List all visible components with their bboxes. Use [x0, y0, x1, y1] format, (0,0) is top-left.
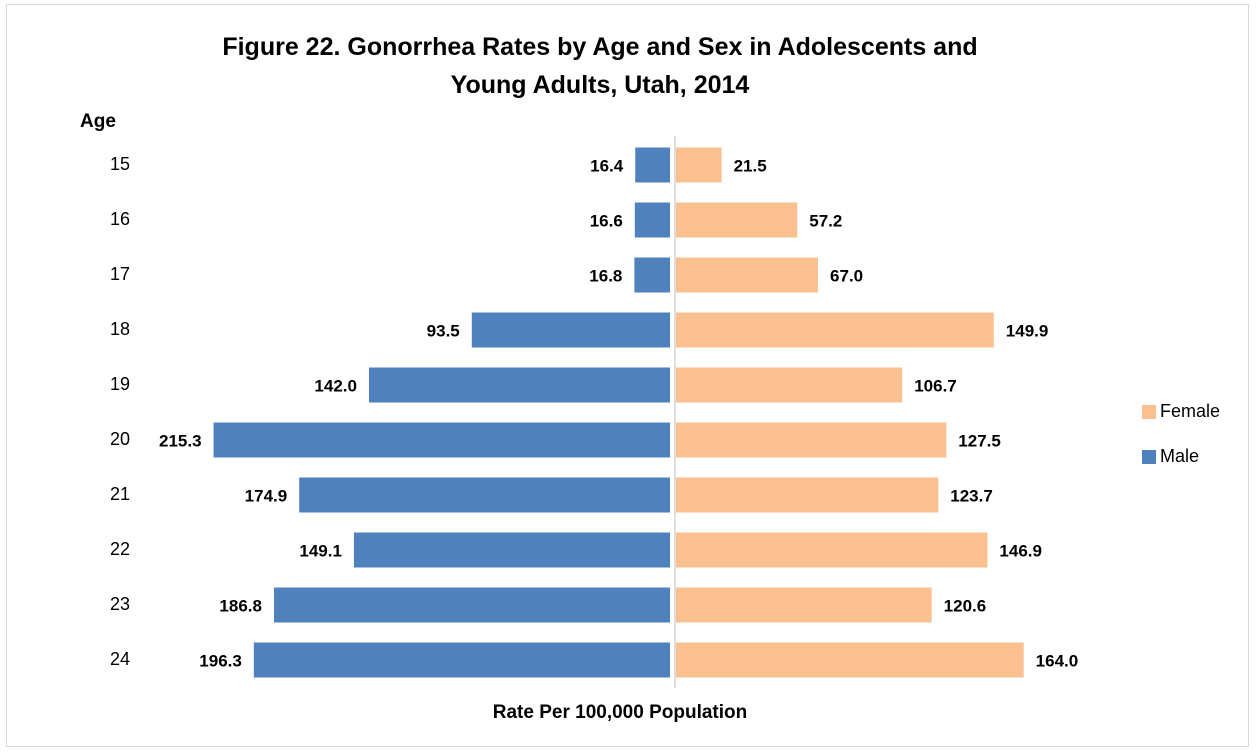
y-tick-label: 24 [110, 649, 130, 669]
data-label: 196.3 [199, 651, 242, 670]
chart-title: Figure 22. Gonorrhea Rates by Age and Se… [222, 33, 978, 99]
bar [635, 147, 670, 183]
data-label: 149.9 [1006, 321, 1049, 340]
bar [676, 202, 798, 238]
bar [676, 147, 722, 183]
bar [273, 587, 670, 623]
data-label: 16.8 [589, 266, 622, 285]
y-axis-title: Age [80, 111, 116, 132]
data-label: 93.5 [427, 321, 460, 340]
bar [634, 257, 670, 293]
bar [676, 532, 988, 568]
data-label: 215.3 [159, 431, 202, 450]
bar [676, 257, 819, 293]
x-axis-title: Rate Per 100,000 Population [493, 702, 748, 723]
data-label: 123.7 [950, 486, 993, 505]
data-label: 174.9 [245, 486, 288, 505]
y-tick-label: 15 [110, 154, 130, 174]
bar [213, 422, 670, 458]
bar [676, 367, 903, 403]
y-tick-label: 23 [110, 594, 130, 614]
bar [676, 312, 994, 348]
bar [676, 477, 939, 513]
y-tick-label: 19 [110, 374, 130, 394]
data-label: 146.9 [999, 541, 1042, 560]
y-tick-label: 16 [110, 209, 130, 229]
bar [368, 367, 670, 403]
legend-swatch [1142, 405, 1156, 419]
data-label: 57.2 [809, 211, 842, 230]
data-label: 106.7 [914, 376, 957, 395]
data-label: 21.5 [734, 156, 767, 175]
bar [676, 422, 947, 458]
y-tick-label: 21 [110, 484, 130, 504]
bar [353, 532, 670, 568]
data-label: 16.4 [590, 156, 624, 175]
data-label: 67.0 [830, 266, 863, 285]
legend-swatch [1142, 450, 1156, 464]
data-label: 142.0 [314, 376, 357, 395]
y-tick-label: 22 [110, 539, 130, 559]
data-label: 164.0 [1036, 651, 1079, 670]
data-label: 127.5 [958, 431, 1001, 450]
legend-label: Male [1160, 446, 1199, 466]
y-tick-label: 18 [110, 319, 130, 339]
data-label: 120.6 [944, 596, 987, 615]
legend-label: Female [1160, 401, 1220, 421]
data-label: 186.8 [219, 596, 262, 615]
chart-frame [6, 4, 1249, 747]
y-tick-label: 17 [110, 264, 130, 284]
bar [299, 477, 670, 513]
data-label: 16.6 [590, 211, 623, 230]
bar [471, 312, 670, 348]
bar [634, 202, 670, 238]
bar [676, 642, 1024, 678]
bar [676, 587, 932, 623]
bar [253, 642, 670, 678]
data-label: 149.1 [299, 541, 342, 560]
y-tick-label: 20 [110, 429, 130, 449]
